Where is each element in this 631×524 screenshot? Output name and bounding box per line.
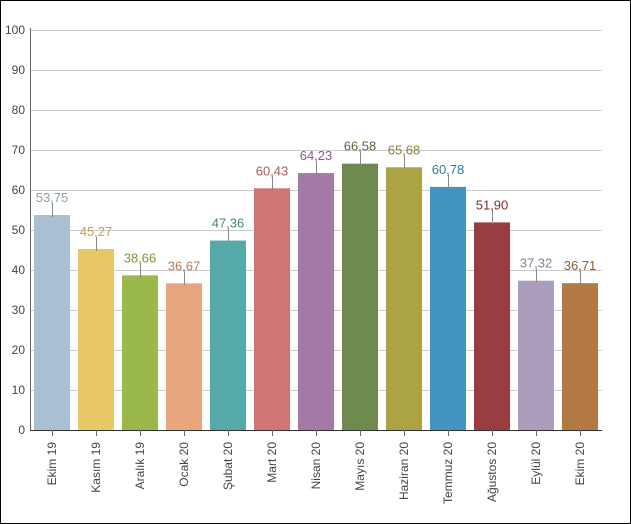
x-tick-label: Ekim 19 <box>45 442 59 486</box>
bar <box>78 248 114 430</box>
x-tick-label: Mayıs 20 <box>353 442 367 491</box>
bar <box>430 186 466 430</box>
data-label: 53,75 <box>36 190 69 205</box>
x-tick-label: Temmuz 20 <box>441 442 455 504</box>
data-label: 38,66 <box>124 250 157 265</box>
data-label: 60,43 <box>256 163 289 178</box>
y-tick-label: 30 <box>12 303 26 317</box>
data-label: 64,23 <box>300 148 333 163</box>
y-axis-ticks: 0 10 20 30 40 50 60 70 80 90 100 <box>5 23 25 437</box>
data-label: 36,71 <box>564 258 597 273</box>
x-tick-label: Ocak 20 <box>177 442 191 487</box>
x-tick-label: Kasım 19 <box>89 442 103 493</box>
bar <box>342 163 378 430</box>
bar <box>122 275 158 430</box>
x-tick-label: Mart 20 <box>265 442 279 483</box>
bar <box>298 173 334 430</box>
bars <box>34 163 598 430</box>
data-labels: 53,75 45,27 38,66 36,67 47,36 60,43 64,23 66,58… <box>36 139 597 286</box>
x-axis-ticks: Ekim 19 Kasım 19 Aralık 19 Ocak 20 Şubat 20 M… <box>45 430 587 504</box>
x-tick-label: Ağustos 20 <box>485 442 499 502</box>
bar <box>166 283 202 430</box>
data-label: 60,78 <box>432 162 465 177</box>
data-label: 51,90 <box>476 197 509 212</box>
y-tick-label: 60 <box>12 183 26 197</box>
bar <box>386 167 422 430</box>
data-label: 65,68 <box>388 142 421 157</box>
bar <box>210 240 246 430</box>
data-label: 47,36 <box>212 216 245 231</box>
data-label: 36,67 <box>168 258 201 273</box>
y-tick-label: 70 <box>12 143 26 157</box>
x-tick-label: Şubat 20 <box>221 442 235 490</box>
bar <box>34 215 70 430</box>
y-tick-label: 50 <box>12 223 26 237</box>
y-tick-label: 20 <box>12 343 26 357</box>
bar <box>474 222 510 430</box>
y-tick-label: 90 <box>12 63 26 77</box>
x-tick-label: Ekim 20 <box>573 442 587 486</box>
x-tick-label: Nisan 20 <box>309 442 323 490</box>
bar <box>518 280 554 430</box>
y-tick-label: 40 <box>12 263 26 277</box>
bar <box>562 283 598 430</box>
data-label: 37,32 <box>520 256 553 271</box>
bar <box>254 188 290 430</box>
data-label: 66,58 <box>344 139 377 154</box>
x-tick-label: Haziran 20 <box>397 442 411 500</box>
y-tick-label: 100 <box>5 23 25 37</box>
data-label: 45,27 <box>80 224 113 239</box>
y-tick-label: 0 <box>18 423 25 437</box>
x-tick-label: Eylül 20 <box>529 442 543 485</box>
x-tick-label: Aralık 19 <box>133 442 147 490</box>
y-tick-label: 80 <box>12 103 26 117</box>
y-tick-label: 10 <box>12 383 26 397</box>
